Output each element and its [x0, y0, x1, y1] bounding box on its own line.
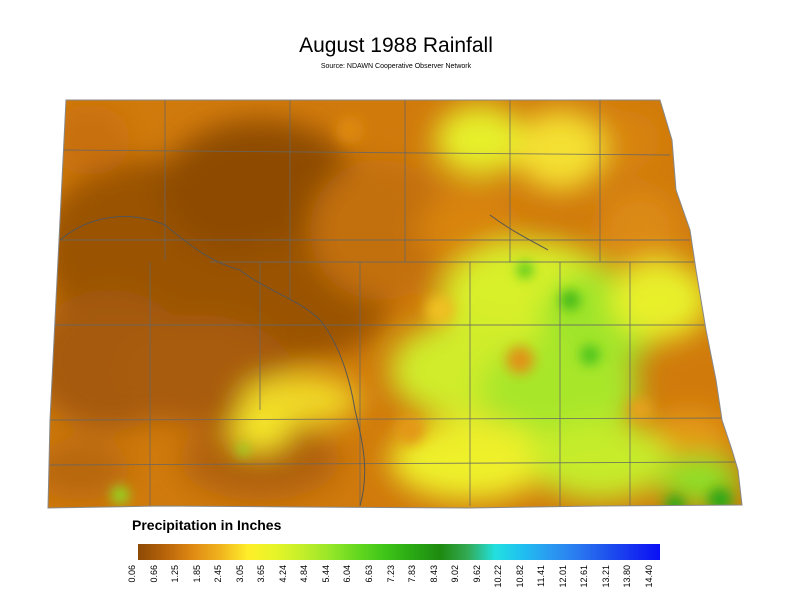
- legend-tick-label: 10.22: [493, 565, 504, 588]
- legend-tick-label: 6.04: [342, 565, 353, 583]
- legend-tick-label: 9.02: [450, 565, 461, 583]
- legend-tick-label: 4.84: [299, 565, 310, 583]
- legend-tick-label: 11.41: [536, 565, 547, 587]
- legend-tick-labels: 0.06 0.66 1.25 1.85 2.45 3.05 3.65 4.24 4.84 5.44…: [0, 565, 792, 605]
- legend-tick-label: 3.05: [234, 565, 245, 583]
- legend-tick-label: 13.80: [622, 565, 633, 588]
- legend-tick-label: 14.40: [644, 565, 654, 588]
- legend-tick-label: 0.66: [148, 565, 159, 583]
- map-title: August 1988 Rainfall: [299, 34, 493, 57]
- legend-tick-label: 10.82: [514, 565, 525, 588]
- map-source: Source: NDAWN Cooperative Observer Netwo…: [320, 63, 472, 70]
- legend-tick-label: 2.45: [213, 565, 224, 583]
- legend-tick-label: 5.44: [320, 565, 331, 583]
- legend-title: Precipitation in Inches: [132, 517, 282, 533]
- legend-tick-label: 8.43: [428, 565, 439, 583]
- state-outline: [47, 99, 743, 509]
- legend-color-bar: [138, 544, 660, 560]
- legend-tick-label: 7.83: [407, 565, 418, 583]
- rivers: [59, 214, 549, 507]
- legend-tick-label: 1.25: [170, 565, 181, 583]
- legend-tick-label: 12.61: [579, 565, 590, 588]
- legend-tick-label: 9.62: [471, 565, 482, 583]
- legend-tick-label: 3.65: [256, 565, 267, 583]
- legend-tick-label: 6.63: [363, 565, 374, 583]
- legend-tick-label: 0.06: [127, 565, 137, 583]
- legend-tick-label: 7.23: [385, 565, 396, 583]
- legend-tick-label: 12.01: [557, 565, 568, 588]
- legend-tick-label: 4.24: [277, 565, 288, 583]
- legend-tick-label: 1.85: [191, 565, 202, 583]
- legend-tick-label: 13.21: [600, 565, 611, 588]
- county-boundaries: [48, 100, 739, 506]
